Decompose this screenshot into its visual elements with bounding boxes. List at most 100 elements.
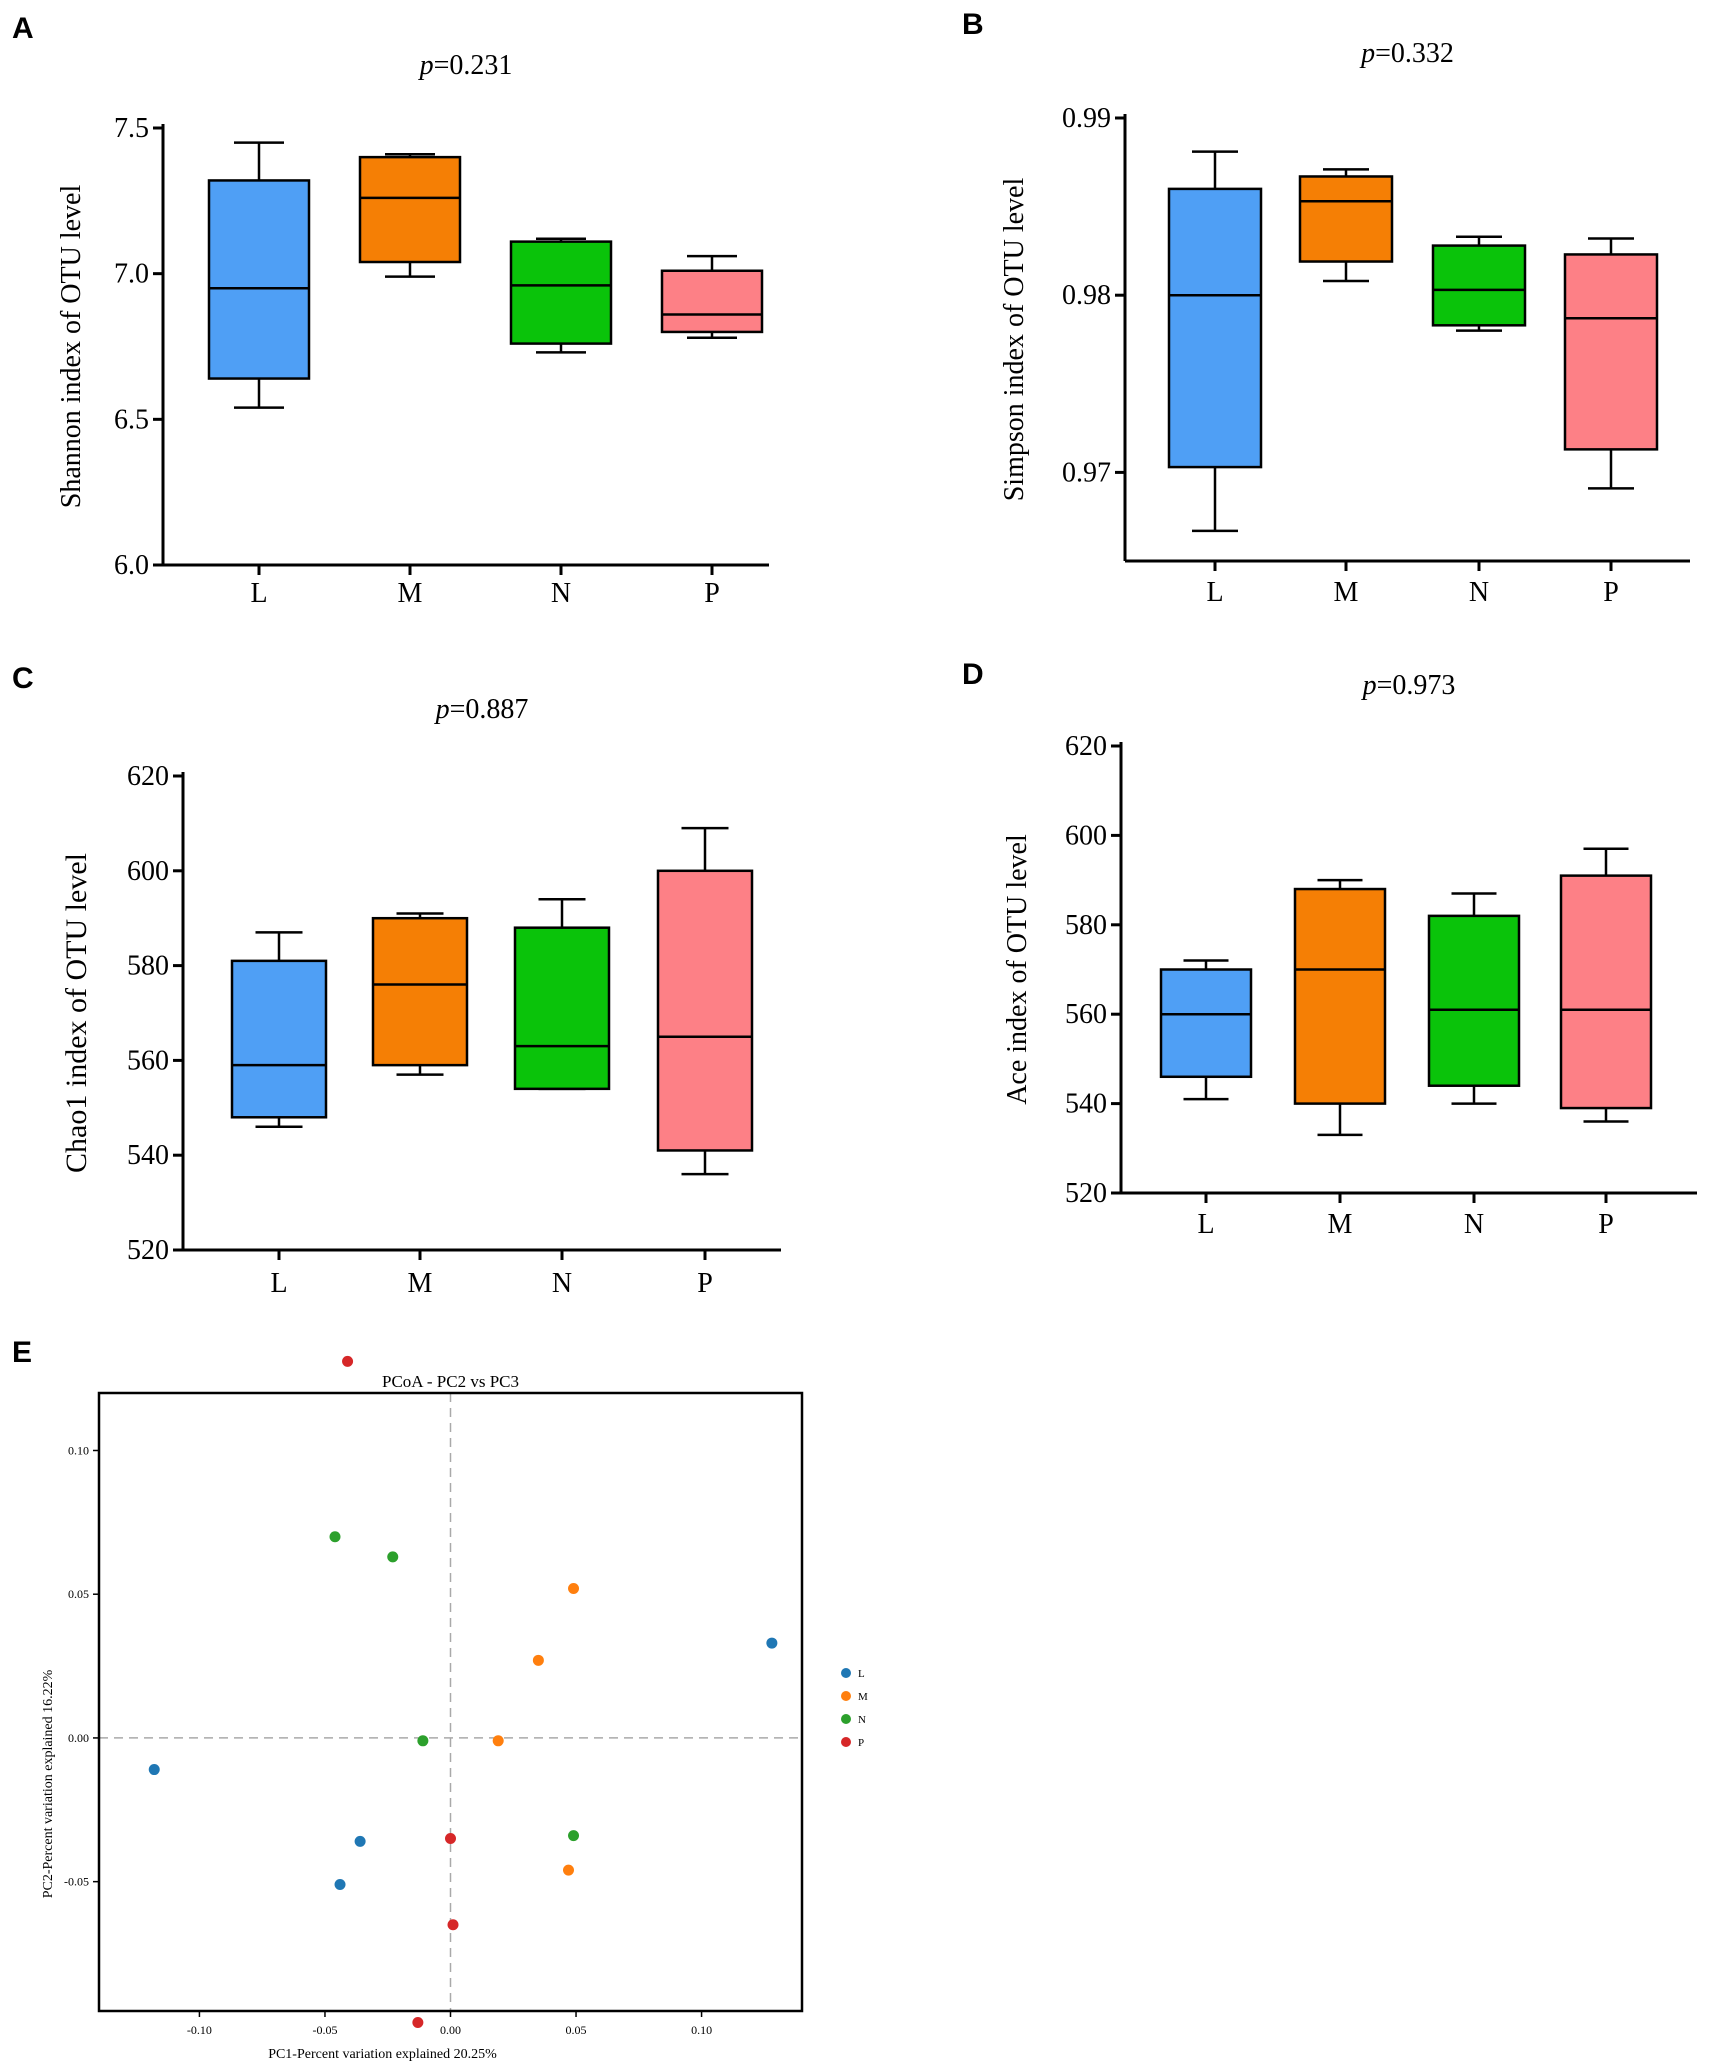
y-axis-label: Chao1 index of OTU level bbox=[60, 853, 93, 1173]
x-tick-label: L bbox=[270, 1268, 287, 1299]
x-tick-label: 0.05 bbox=[566, 2023, 587, 2037]
box-body bbox=[656, 869, 754, 1152]
legend-marker-L bbox=[841, 1668, 851, 1678]
box-body bbox=[1159, 968, 1253, 1079]
panel-a: Ap=0.231 Shannon index of OTU level 6.0 6.5… bbox=[12, 12, 769, 609]
box-body bbox=[371, 916, 469, 1067]
panel-e: E PCoA - PC2 vs PC3 -0.10 -0.05 0.00 0.05 0.10… bbox=[12, 1336, 868, 2062]
box-N bbox=[1427, 892, 1521, 1105]
x-tick-label: L bbox=[250, 578, 267, 609]
point-L bbox=[334, 1879, 346, 1891]
box-body bbox=[1167, 187, 1263, 469]
x-tick-label: M bbox=[1334, 577, 1359, 608]
y-tick-label: 620 bbox=[127, 761, 169, 792]
box-N bbox=[513, 897, 611, 1091]
x-tick-label: -0.05 bbox=[312, 2023, 337, 2037]
y-tick-label: 6.0 bbox=[114, 550, 149, 581]
box-body bbox=[1559, 874, 1653, 1110]
point-L bbox=[148, 1764, 160, 1776]
box-L bbox=[1167, 150, 1263, 533]
panel-letter: E bbox=[12, 1336, 32, 1369]
box-M bbox=[371, 912, 469, 1076]
x-tick-label: P bbox=[1603, 577, 1619, 608]
y-tick-label: 600 bbox=[127, 856, 169, 887]
point-M bbox=[532, 1654, 544, 1666]
series-L: L bbox=[148, 1637, 865, 1891]
y-tick-label: 560 bbox=[1065, 999, 1107, 1030]
y-tick-label: 620 bbox=[1065, 731, 1107, 762]
p-value: =0.332 bbox=[1375, 38, 1454, 69]
p-value: =0.973 bbox=[1377, 670, 1456, 701]
box-body bbox=[358, 155, 462, 264]
y-tick-label: 580 bbox=[127, 951, 169, 982]
box-N bbox=[509, 237, 613, 354]
x-tick-label: N bbox=[1464, 1209, 1484, 1240]
box-body bbox=[513, 926, 611, 1091]
box-body bbox=[660, 269, 764, 334]
box-body bbox=[1563, 253, 1659, 451]
x-axis-label: PC1-Percent variation explained 20.25% bbox=[268, 2047, 497, 2062]
x-tick-label: P bbox=[697, 1268, 713, 1299]
series-P: P bbox=[342, 1355, 864, 2028]
point-N bbox=[329, 1531, 341, 1543]
box-P bbox=[656, 826, 754, 1176]
box-body bbox=[230, 959, 328, 1119]
y-tick-label: 540 bbox=[1065, 1089, 1107, 1120]
point-P bbox=[412, 2016, 424, 2028]
point-P bbox=[445, 1833, 456, 1845]
legend-marker-N bbox=[841, 1714, 851, 1724]
p-symbol: p bbox=[418, 50, 434, 81]
panel-b: Bp=0.332 Simpson index of OTU level 0.97 0.… bbox=[962, 8, 1690, 608]
p-value: =0.231 bbox=[434, 50, 513, 81]
p-value: =0.887 bbox=[450, 694, 529, 725]
point-M bbox=[568, 1582, 580, 1594]
point-L bbox=[766, 1637, 778, 1649]
box-L bbox=[230, 931, 328, 1129]
p-value-title: p=0.332 bbox=[1359, 38, 1454, 69]
panel-letter: D bbox=[962, 658, 984, 691]
box-L bbox=[1159, 959, 1253, 1101]
y-axis-label: Shannon index of OTU level bbox=[56, 185, 87, 509]
box-L bbox=[207, 141, 311, 409]
series-N: N bbox=[329, 1531, 866, 1842]
x-tick-label: -0.10 bbox=[187, 2023, 212, 2037]
box-body bbox=[1293, 887, 1387, 1105]
y-tick-label: 0.98 bbox=[1062, 280, 1111, 311]
point-P bbox=[342, 1355, 354, 1367]
x-tick-label: M bbox=[408, 1268, 433, 1299]
p-symbol: p bbox=[434, 694, 450, 725]
p-value-title: p=0.231 bbox=[418, 50, 513, 81]
y-tick-label: 580 bbox=[1065, 910, 1107, 941]
y-tick-label: 7.5 bbox=[114, 113, 149, 144]
box-N bbox=[1431, 235, 1527, 332]
x-tick-label: 0.10 bbox=[691, 2023, 712, 2037]
point-N bbox=[417, 1735, 429, 1747]
point-L bbox=[354, 1835, 366, 1847]
chart-title: PCoA - PC2 vs PC3 bbox=[382, 1372, 519, 1391]
y-tick-label: 0.99 bbox=[1062, 103, 1111, 134]
panel-letter: B bbox=[962, 8, 984, 41]
series-M: M bbox=[492, 1582, 868, 1876]
x-tick-label: L bbox=[1197, 1209, 1214, 1240]
legend-label-N: N bbox=[858, 1714, 866, 1726]
x-tick-label: N bbox=[1469, 577, 1489, 608]
y-axis-label: Simpson index of OTU level bbox=[999, 178, 1030, 502]
box-body bbox=[1427, 914, 1521, 1087]
y-tick-label: 520 bbox=[1065, 1178, 1107, 1209]
y-tick-label: 6.5 bbox=[114, 404, 149, 435]
x-tick-label: P bbox=[1598, 1209, 1614, 1240]
box-P bbox=[660, 254, 764, 340]
point-P bbox=[447, 1919, 459, 1931]
y-tick-label: 560 bbox=[127, 1045, 169, 1076]
y-axis-label: Ace index of OTU level bbox=[1002, 834, 1033, 1105]
x-tick-label: L bbox=[1206, 577, 1223, 608]
point-N bbox=[568, 1830, 580, 1842]
x-tick-label: P bbox=[704, 578, 720, 609]
legend-label-L: L bbox=[858, 1668, 865, 1680]
y-tick-label: 0.10 bbox=[68, 1443, 89, 1457]
y-tick-label: 0.97 bbox=[1062, 457, 1111, 488]
y-tick-label: 520 bbox=[127, 1235, 169, 1266]
legend-label-P: P bbox=[858, 1737, 864, 1749]
